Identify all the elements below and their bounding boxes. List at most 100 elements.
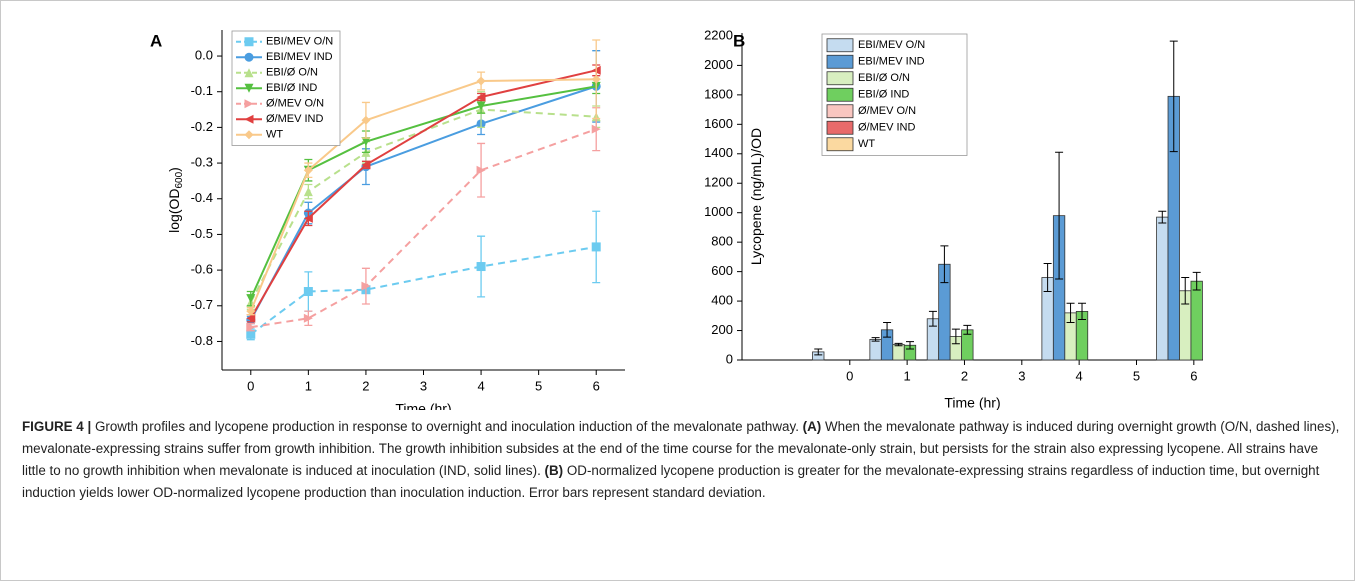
bar: [1156, 216, 1169, 361]
x-axis-title: Time (hr): [395, 401, 451, 410]
legend-label: Ø/MEV O/N: [858, 105, 916, 117]
marker: [476, 262, 486, 272]
y-tick-label: 1200: [704, 175, 733, 190]
bar: [1190, 280, 1203, 361]
y-axis-title-end: ): [166, 167, 182, 172]
error-bar: [894, 342, 903, 347]
legend-label: EBI/MEV O/N: [858, 39, 925, 51]
series-line: [250, 245, 597, 336]
marker: [476, 101, 486, 111]
legend-label: EBI/MEV IND: [266, 51, 333, 63]
marker: [246, 322, 256, 332]
marker: [476, 92, 486, 102]
y-tick-label: 800: [711, 234, 733, 249]
legend-marker: [244, 37, 254, 47]
legend-label: Ø/MEV IND: [266, 113, 324, 125]
error-bar: [1158, 210, 1167, 224]
legend-swatch: [826, 38, 854, 53]
error-bar: [1066, 302, 1075, 323]
legend-swatch: [826, 87, 854, 102]
marker: [246, 313, 256, 323]
error-bar: [1055, 151, 1064, 280]
panel-label: A: [150, 31, 162, 50]
legend-marker: [244, 68, 254, 78]
y-tick-label: 1400: [704, 145, 733, 160]
caption-b-text: OD-normalized lycopene production is gre…: [22, 463, 1320, 500]
marker: [476, 165, 486, 175]
y-tick-label: 0: [726, 351, 733, 366]
marker: [246, 306, 256, 316]
legend-marker: [244, 52, 254, 62]
y-tick-label: 1800: [704, 86, 733, 101]
marker: [361, 160, 371, 170]
y-tick-label: 0.0: [195, 47, 213, 62]
x-tick-label: 4: [477, 378, 484, 393]
error-bar: [1043, 263, 1052, 293]
x-axis-title: Time (hr): [944, 395, 1000, 410]
y-tick-label: -0.8: [191, 333, 213, 348]
y-tick-label: 600: [711, 263, 733, 278]
panel-label: B: [733, 31, 745, 50]
marker: [303, 313, 313, 323]
y-axis-title: log(OD600): [166, 167, 185, 233]
x-tick-label: 3: [1018, 368, 1025, 383]
legend-swatch: [826, 137, 854, 152]
y-axis-title: Lycopene (ng/mL)/OD: [748, 128, 764, 265]
legend-swatch: [826, 104, 854, 119]
caption-label: FIGURE 4 |: [22, 419, 92, 434]
y-tick-label: 200: [711, 322, 733, 337]
legend-marker: [244, 83, 254, 93]
marker: [361, 115, 371, 125]
legend-label: EBI/Ø IND: [266, 82, 317, 94]
error-bar: [871, 337, 880, 342]
legend-label: WT: [858, 138, 875, 150]
marker: [303, 165, 313, 175]
x-tick-label: 6: [593, 378, 600, 393]
y-tick-label: -0.4: [191, 190, 213, 205]
legend-marker: [244, 99, 254, 109]
marker: [246, 294, 256, 304]
legend-label: Ø/MEV O/N: [266, 98, 324, 110]
legend-swatch: [826, 71, 854, 86]
legend-label: EBI/MEV IND: [858, 56, 925, 68]
marker: [361, 281, 371, 291]
marker: [476, 76, 486, 86]
legend-swatch: [826, 120, 854, 135]
caption-a-text: When the mevalonate pathway is induced d…: [22, 419, 1340, 478]
legend-swatch: [826, 54, 854, 69]
y-tick-label: 2000: [704, 57, 733, 72]
error-bar: [940, 245, 949, 284]
x-tick-label: 2: [362, 378, 369, 393]
error-bar: [1169, 40, 1178, 153]
legend-label: EBI/Ø O/N: [266, 67, 318, 79]
caption-intro: Growth profiles and lycopene production …: [94, 419, 799, 434]
error-bar: [814, 348, 823, 356]
error-bar: [963, 324, 972, 335]
caption: FIGURE 4 | Growth profiles and lycopene …: [22, 416, 1340, 504]
x-tick-label: 6: [1190, 368, 1197, 383]
caption-b-label: (B): [544, 463, 564, 478]
error-bar: [1181, 277, 1190, 305]
y-tick-label: 1000: [704, 204, 733, 219]
legend-marker: [244, 130, 254, 140]
marker: [303, 213, 313, 223]
y-tick-label: 400: [711, 293, 733, 308]
marker: [303, 187, 313, 197]
x-tick-label: 2: [961, 368, 968, 383]
x-tick-label: 1: [305, 378, 312, 393]
x-tick-label: 0: [846, 368, 853, 383]
marker: [591, 124, 601, 134]
error-bar: [906, 341, 915, 350]
marker: [361, 137, 371, 147]
y-tick-label: -0.6: [191, 262, 213, 277]
y-tick-label: -0.7: [191, 297, 213, 312]
legend-label: EBI/Ø O/N: [858, 72, 910, 84]
legend-marker: [244, 114, 254, 124]
x-tick-label: 5: [1133, 368, 1140, 383]
caption-a-label: (A): [802, 419, 822, 434]
error-bar: [1078, 302, 1087, 320]
marker: [591, 242, 601, 252]
error-bar: [883, 321, 892, 338]
bar: [869, 338, 882, 361]
legend-label: Ø/MEV IND: [858, 122, 916, 134]
